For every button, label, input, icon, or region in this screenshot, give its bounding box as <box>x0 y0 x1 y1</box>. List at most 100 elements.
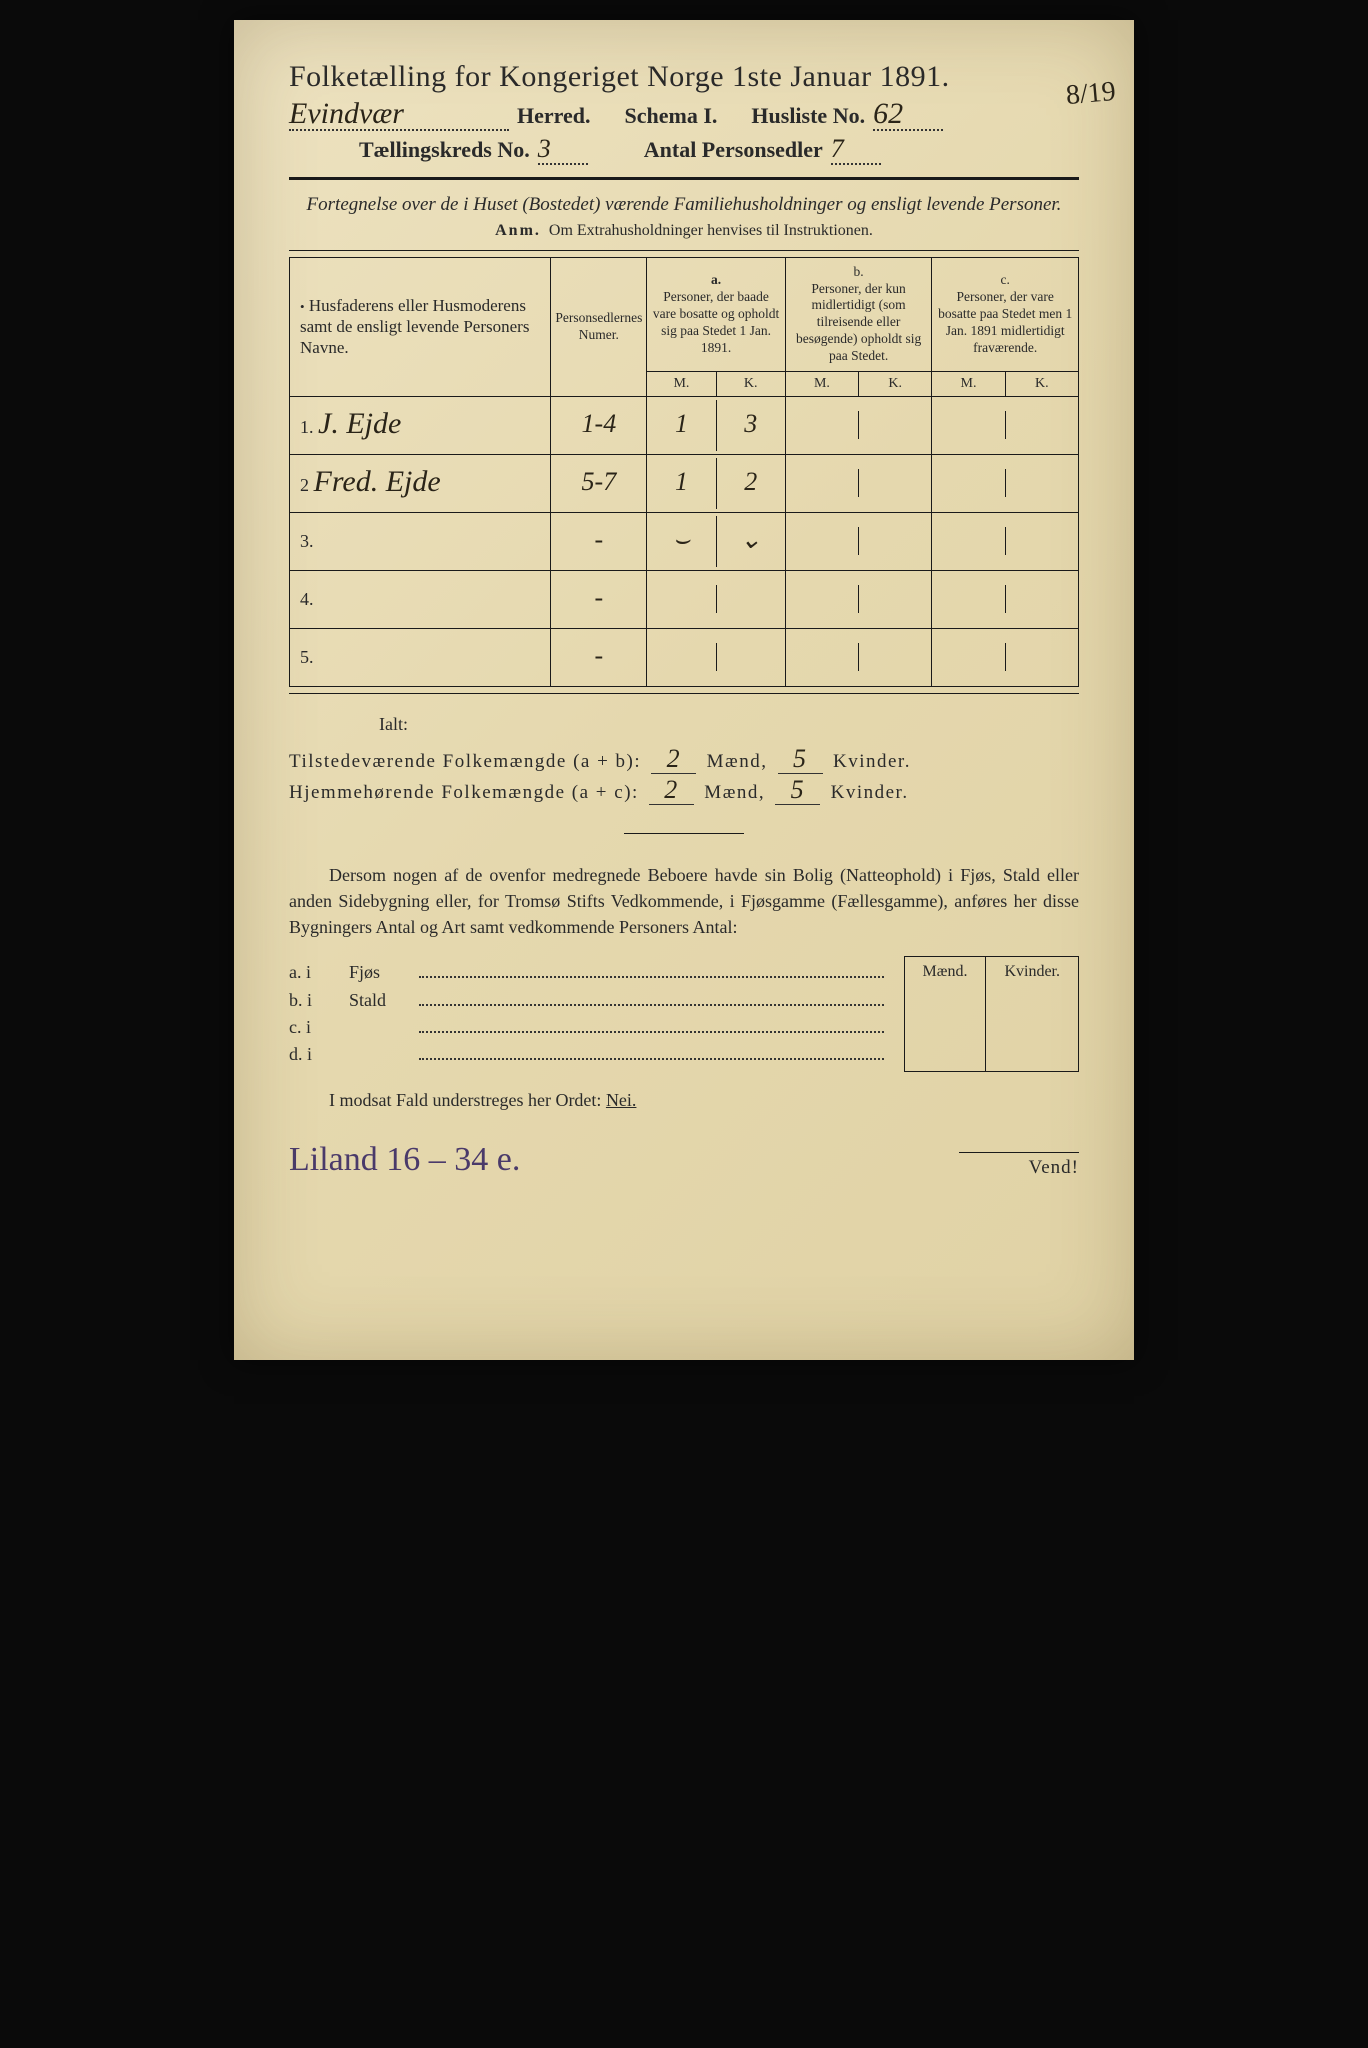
a-m: ⌣ <box>673 525 690 554</box>
a-k: 2 <box>744 467 757 496</box>
sum-m: 2 <box>667 744 682 773</box>
sum-row-present: Tilstedeværende Folkemængde (a + b): 2 M… <box>289 749 1079 774</box>
building-block: a. iFjøsb. iStaldc. id. i Mænd. Kvinder. <box>289 956 1079 1072</box>
numer: - <box>595 525 604 554</box>
mk-box-k: Kvinder. <box>985 957 1078 1071</box>
sum1-label: Tilstedeværende Folkemængde (a + b): <box>289 751 641 772</box>
mk-k: K. <box>859 372 931 396</box>
mk-m: M. <box>647 372 716 396</box>
person-name: Fred. Ejde <box>314 465 441 498</box>
table-row: 5. - <box>290 628 1079 686</box>
nei-word: Nei. <box>606 1090 637 1110</box>
dots <box>419 962 884 978</box>
vend-label: Vend! <box>959 1152 1079 1179</box>
census-table: • Husfaderens eller Husmoderens samt de … <box>289 257 1079 687</box>
building-row: d. i <box>289 1044 884 1065</box>
anm-text: Om Extrahusholdninger henvises til Instr… <box>549 222 873 239</box>
bottom-row: Liland 16 – 34 e. Vend! <box>289 1141 1079 1179</box>
kvinder-label: Kvinder. <box>831 782 909 803</box>
herred-value: Evindvær <box>289 97 404 130</box>
archive-annotation: Liland 16 – 34 e. <box>289 1141 520 1179</box>
a-m: 1 <box>675 467 688 496</box>
sum-k: 5 <box>791 775 806 804</box>
mk-m: M. <box>786 372 859 396</box>
maend-label: Mænd, <box>704 782 765 803</box>
dots <box>419 1017 884 1033</box>
anm-line: Anm. Om Extrahusholdninger henvises til … <box>289 222 1079 240</box>
table-row: 4. - <box>290 570 1079 628</box>
husliste-label: Husliste No. <box>751 103 865 129</box>
divider-thin <box>289 693 1079 694</box>
building-name: Stald <box>349 990 419 1011</box>
table-row: 3. - ⌣ ⌄ <box>290 512 1079 570</box>
short-divider <box>624 833 744 834</box>
subtitle: Fortegnelse over de i Huset (Bostedet) v… <box>289 192 1079 218</box>
numer: 1-4 <box>582 409 617 438</box>
building-row: b. iStald <box>289 989 884 1010</box>
kreds-value: 3 <box>538 134 551 163</box>
col-c-head: Personer, der vare bosatte paa Stedet me… <box>938 289 1072 355</box>
divider <box>289 177 1079 180</box>
herred-row: Evindvær Herred. Schema I. Husliste No. … <box>289 102 1079 131</box>
building-paragraph: Dersom nogen af de ovenfor medregnede Be… <box>289 862 1079 940</box>
col1-head: Husfaderens eller Husmoderens samt de en… <box>300 296 529 358</box>
a-k: ⌄ <box>740 525 762 554</box>
person-name: J. Ejde <box>318 407 401 440</box>
maend-label: Mænd, <box>707 751 768 772</box>
col-c-label: c. <box>1001 272 1010 287</box>
col-b-label: b. <box>854 264 864 279</box>
row-num: 5. <box>300 647 314 667</box>
building-letter: d. i <box>289 1044 349 1065</box>
census-form-page: 8/19 Folketælling for Kongeriget Norge 1… <box>234 20 1134 1360</box>
building-name: Fjøs <box>349 962 419 983</box>
numer: 5-7 <box>582 467 617 496</box>
nei-label: I modsat Fald understreges her Ordet: <box>329 1090 606 1110</box>
mk-k: K. <box>717 372 785 396</box>
building-para-text: Dersom nogen af de ovenfor medregnede Be… <box>289 865 1079 937</box>
mk-box: Mænd. Kvinder. <box>904 956 1079 1072</box>
row-num: 4. <box>300 589 314 609</box>
page-title: Folketælling for Kongeriget Norge 1ste J… <box>289 60 1079 94</box>
kvinder-label: Kvinder. <box>833 751 911 772</box>
row-num: 1. <box>300 417 314 437</box>
col-a-label: a. <box>711 272 721 287</box>
sum-m: 2 <box>664 775 679 804</box>
mk-k: K. <box>1006 372 1078 396</box>
ialt-label: Ialt: <box>379 714 1079 735</box>
a-m: 1 <box>675 409 688 438</box>
table-row: 1. J. Ejde 1-4 1 3 <box>290 396 1079 454</box>
numer: - <box>595 583 604 612</box>
row-num: 2 <box>300 475 309 495</box>
herred-label: Herred. <box>517 103 591 129</box>
table-row: 2 Fred. Ejde 5-7 1 2 <box>290 454 1079 512</box>
sum-k: 5 <box>793 744 808 773</box>
building-row: c. i <box>289 1017 884 1038</box>
dots <box>419 1044 884 1060</box>
antal-label: Antal Personsedler <box>644 137 823 163</box>
kreds-label: Tællingskreds No. <box>359 137 530 163</box>
col-a-head: Personer, der baade vare bosatte og opho… <box>653 289 779 355</box>
building-letter: b. i <box>289 990 349 1011</box>
sum-row-resident: Hjemmehørende Folkemængde (a + c): 2 Mæn… <box>289 780 1079 805</box>
mk-box-m: Mænd. <box>905 957 986 1071</box>
row-num: 3. <box>300 531 314 551</box>
nei-line: I modsat Fald understreges her Ordet: Ne… <box>329 1090 1079 1111</box>
a-k: 3 <box>744 409 757 438</box>
divider-thin <box>289 250 1079 251</box>
husliste-value: 62 <box>873 97 903 130</box>
kreds-row: Tællingskreds No. 3 Antal Personsedler 7 <box>359 137 1079 165</box>
sum2-label: Hjemmehørende Folkemængde (a + c): <box>289 782 639 803</box>
mk-m: M. <box>932 372 1005 396</box>
col2-head: Personsedlernes Numer. <box>555 310 642 342</box>
numer: - <box>595 641 604 670</box>
marginal-annotation: 8/19 <box>1065 76 1117 112</box>
col-b-head: Personer, der kun midlertidigt (som tilr… <box>796 281 921 364</box>
building-row: a. iFjøs <box>289 962 884 983</box>
antal-value: 7 <box>831 134 844 163</box>
building-list: a. iFjøsb. iStaldc. id. i <box>289 956 884 1072</box>
building-letter: a. i <box>289 962 349 983</box>
dots <box>419 989 884 1005</box>
building-letter: c. i <box>289 1017 349 1038</box>
anm-prefix: Anm. <box>495 222 541 239</box>
schema-label: Schema I. <box>625 103 718 129</box>
